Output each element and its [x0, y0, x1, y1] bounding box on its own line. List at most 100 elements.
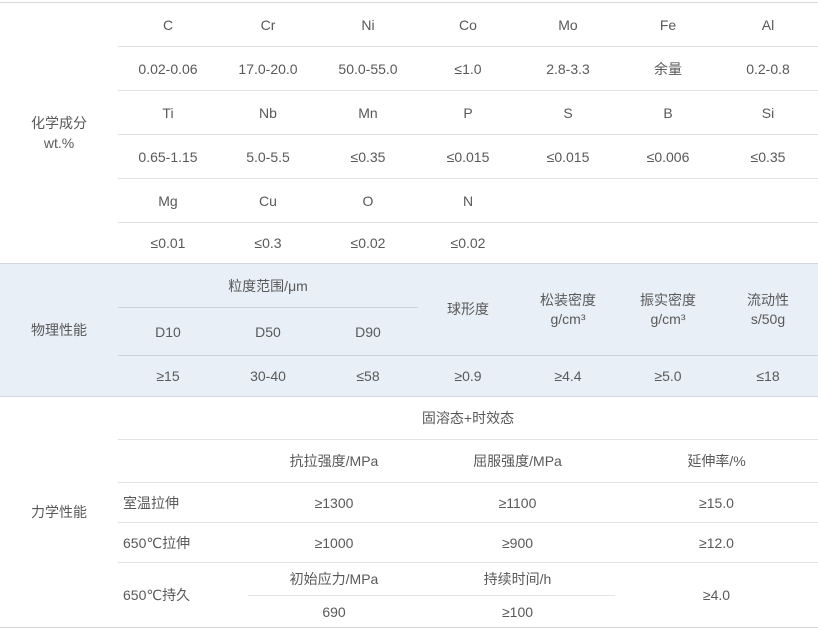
column-header-flowability: 流动性 s/50g	[718, 264, 818, 355]
table-row: 0.02-0.06 17.0-20.0 50.0-55.0 ≤1.0 2.8-3…	[118, 47, 818, 91]
test-condition-label: 650℃持久	[123, 587, 191, 603]
element-value	[618, 223, 718, 263]
section-label-mechanical-text: 力学性能	[31, 504, 87, 520]
element-symbol: S	[563, 104, 573, 121]
element-symbol: Si	[761, 104, 775, 121]
physical-values-row: ≥15 30-40 ≤58 ≥0.9 ≥4.4 ≥5.0 ≤18	[118, 356, 818, 396]
column-header-d90: D90	[355, 323, 381, 340]
table-row: Ti Nb Mn P S B Si	[118, 91, 818, 135]
element-value: ≤1.0	[454, 60, 482, 77]
table-row: 650℃拉伸 ≥1000 ≥900 ≥12.0	[118, 523, 818, 563]
physical-value: ≤18	[756, 368, 780, 384]
element-symbol	[618, 179, 718, 222]
element-value: 余量	[654, 60, 682, 77]
test-condition-label: 650℃拉伸	[123, 534, 191, 551]
physical-value: ≥5.0	[654, 368, 682, 384]
element-value: ≤0.015	[446, 148, 490, 165]
header-line2: s/50g	[750, 310, 786, 327]
element-symbol: Cu	[259, 192, 277, 209]
header-line1: 球形度	[447, 301, 489, 317]
element-value: 5.0-5.5	[246, 148, 290, 165]
element-symbol: N	[462, 192, 474, 209]
column-header-apparent-density: 松装密度 g/cm³	[518, 264, 618, 355]
table-row: Mg Cu O N	[118, 179, 818, 223]
column-header-tensile-strength: 抗拉强度/MPa	[289, 453, 379, 469]
element-value: ≤0.02	[450, 235, 486, 251]
element-symbol: Mg	[158, 192, 178, 209]
element-value: 0.02-0.06	[138, 60, 198, 77]
element-symbol: Mo	[558, 16, 578, 33]
element-value: 0.2-0.8	[746, 60, 790, 77]
table-row: 室温拉伸 ≥1300 ≥1100 ≥15.0	[118, 483, 818, 523]
header-line1: 流动性	[747, 291, 789, 308]
endurance-rows: 650℃持久 初始应力/MPa 持续时间/h ≥4.0 690 ≥100	[118, 563, 818, 627]
particle-size-group-header: 粒度范围/μm	[118, 264, 418, 308]
physical-header-rows: 粒度范围/μm D10 D50 D90 球形度 松装密度 g/cm³ 振实密度 …	[118, 264, 818, 356]
element-value	[718, 223, 818, 263]
table-row: C Cr Ni Co Mo Fe Al	[118, 3, 818, 47]
element-symbol: Mn	[358, 104, 378, 121]
physical-value: 30-40	[250, 368, 286, 384]
element-symbol: Cr	[260, 16, 276, 33]
column-header-tap-density: 振实密度 g/cm³	[618, 264, 718, 355]
element-value: 2.8-3.3	[546, 60, 590, 77]
section-label-chemical: 化学成分 wt.%	[0, 3, 118, 263]
element-symbol	[718, 179, 818, 222]
element-symbol: Al	[761, 16, 775, 33]
mechanical-value: ≥1000	[314, 534, 354, 551]
element-symbol: Co	[459, 16, 477, 33]
element-symbol	[518, 179, 618, 222]
column-header-elongation: 延伸率/%	[687, 453, 746, 469]
mechanical-value: ≥900	[501, 534, 534, 551]
column-header-sphericity: 球形度	[418, 264, 518, 355]
section-label-chemical-line2: wt.%	[43, 135, 75, 151]
element-value: 0.65-1.15	[138, 148, 198, 165]
element-symbol: B	[663, 104, 673, 121]
mechanical-value: ≥100	[501, 603, 534, 620]
element-value: ≤0.01	[150, 235, 186, 251]
element-value: ≤0.006	[646, 148, 690, 165]
table-row: ≤0.01 ≤0.3 ≤0.02 ≤0.02	[118, 223, 818, 263]
element-symbol: Nb	[259, 104, 277, 121]
section-label-physical: 物理性能	[0, 264, 118, 396]
mechanical-value: ≥1100	[498, 494, 537, 511]
element-value: ≤0.3	[254, 235, 282, 251]
column-header-yield-strength: 屈服强度/MPa	[473, 453, 562, 469]
mechanical-table: 固溶态+时效态 抗拉强度/MPa 屈服强度/MPa 延伸率/% 室温拉伸 ≥13…	[118, 397, 818, 627]
element-symbol: O	[362, 192, 374, 209]
mechanical-value: ≥15.0	[699, 494, 734, 511]
element-symbol: Fe	[659, 16, 677, 33]
physical-value: ≥0.9	[454, 368, 482, 384]
column-header-d50: D50	[255, 323, 281, 340]
mechanical-value: ≥4.0	[702, 587, 731, 603]
element-value: ≤0.35	[350, 148, 386, 165]
material-state-header: 固溶态+时效态	[118, 397, 818, 440]
element-symbol: Ti	[162, 104, 174, 121]
header-line2: g/cm³	[650, 310, 686, 327]
physical-value: ≤58	[356, 368, 380, 384]
chemical-table: C Cr Ni Co Mo Fe Al 0.02-0.06 17.0-20.0 …	[118, 3, 818, 263]
initial-stress-header: 初始应力/MPa	[248, 563, 420, 596]
element-value: 17.0-20.0	[238, 60, 298, 77]
section-label-mechanical: 力学性能	[0, 397, 118, 627]
mechanical-header-row: 抗拉强度/MPa 屈服强度/MPa 延伸率/%	[118, 440, 818, 483]
element-value	[518, 223, 618, 263]
element-value: ≤0.02	[350, 235, 386, 251]
element-value: 50.0-55.0	[338, 60, 398, 77]
physical-table: 粒度范围/μm D10 D50 D90 球形度 松装密度 g/cm³ 振实密度 …	[118, 264, 818, 396]
element-symbol: P	[463, 104, 473, 121]
duration-header: 持续时间/h	[420, 563, 615, 596]
test-condition-label: 室温拉伸	[123, 494, 179, 511]
header-line1: 振实密度	[640, 291, 696, 308]
section-label-chemical-line1: 化学成分	[31, 115, 87, 131]
header-line2: g/cm³	[550, 310, 586, 327]
section-mechanical-properties: 力学性能 固溶态+时效态 抗拉强度/MPa 屈服强度/MPa 延伸率/% 室温拉…	[0, 397, 818, 628]
empty-cell	[118, 440, 248, 482]
table-row: 0.65-1.15 5.0-5.5 ≤0.35 ≤0.015 ≤0.015 ≤0…	[118, 135, 818, 179]
physical-value: ≥15	[156, 368, 180, 384]
mechanical-value: 690	[322, 603, 346, 620]
mechanical-value: ≥12.0	[699, 534, 734, 551]
section-chemical-composition: 化学成分 wt.% C Cr Ni Co Mo Fe Al 0.02-0.06 …	[0, 2, 818, 263]
header-line1: 松装密度	[540, 291, 596, 308]
